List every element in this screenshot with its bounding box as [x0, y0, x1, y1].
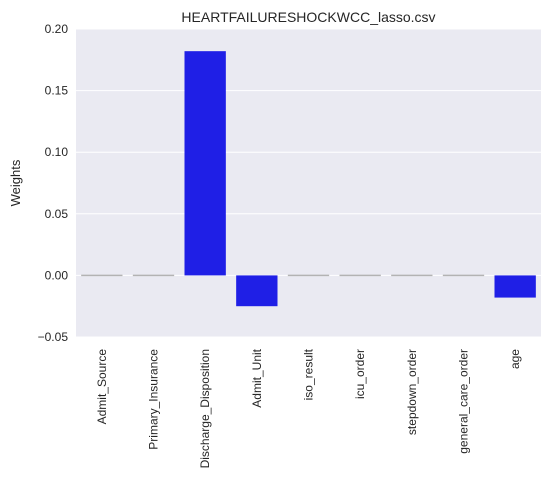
bar-Discharge_Disposition — [184, 51, 226, 276]
bars — [81, 51, 536, 307]
x-tick-label: Admit_Source — [95, 349, 109, 425]
x-tick-label: Primary_Insurance — [147, 349, 161, 450]
y-axis-ticks: −0.05 0.00 0.05 0.10 0.15 0.20 — [38, 22, 69, 344]
bar-icu_order — [339, 274, 381, 277]
x-tick-label: general_care_order — [457, 349, 471, 454]
y-axis-label: Weights — [8, 159, 23, 206]
x-tick-label: iso_result — [302, 348, 316, 400]
chart-title: HEARTFAILURESHOCKWCC_lasso.csv — [181, 9, 435, 25]
bar-general_care_order — [442, 274, 485, 277]
bar-Admit_Unit — [236, 275, 278, 307]
x-tick-label: stepdown_order — [405, 349, 419, 435]
x-tick-label: icu_order — [353, 349, 367, 399]
x-tick-label: Admit_Unit — [250, 348, 264, 407]
x-tick-label: Discharge_Disposition — [198, 349, 212, 468]
bar-Admit_Source — [81, 274, 123, 277]
bar-iso_result — [287, 274, 330, 277]
bar-age — [494, 275, 536, 298]
y-tick-label: 0.20 — [45, 22, 69, 36]
y-tick-label: 0.05 — [45, 207, 69, 221]
y-tick-label: 0.00 — [45, 268, 69, 282]
y-tick-label: −0.05 — [38, 330, 69, 344]
y-tick-label: 0.15 — [45, 84, 69, 98]
plot-area — [76, 29, 541, 337]
x-tick-label: age — [508, 349, 522, 369]
y-tick-label: 0.10 — [45, 145, 69, 159]
bar-Primary_Insurance — [132, 274, 175, 277]
bar-stepdown_order — [391, 274, 433, 277]
x-axis-ticks: Admit_Source Primary_Insurance Discharge_D… — [95, 348, 522, 468]
